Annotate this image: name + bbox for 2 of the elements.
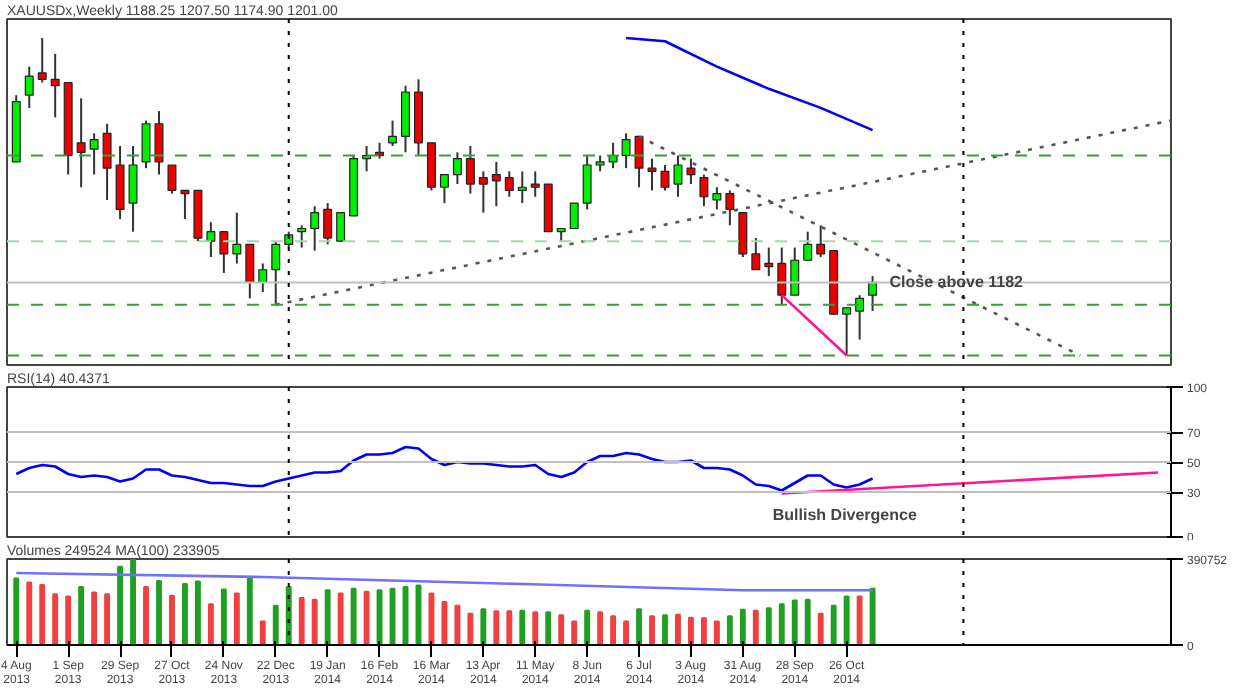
annotation: Close above 1182	[889, 273, 1025, 292]
annotation: Bullish Divergence	[772, 505, 918, 524]
